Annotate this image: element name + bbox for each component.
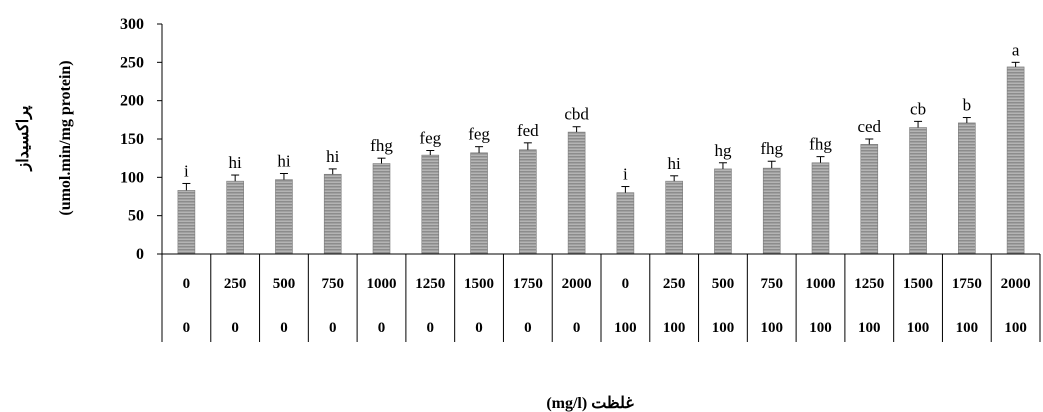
category-label-row1: 250 [663,276,686,292]
category-label-row2: 0 [524,320,532,336]
significance-letter: hi [277,152,291,171]
significance-letter: b [963,96,972,115]
bar [811,162,830,255]
category-label-row2: 0 [280,320,288,336]
category-label-row2: 100 [956,320,979,336]
y-tick-label: 100 [120,169,144,186]
bar [519,149,537,255]
significance-letter: hi [326,147,340,166]
significance-letter: fhg [760,139,783,158]
category-label-row1: 250 [224,276,247,292]
category-label-row2: 100 [663,320,686,336]
category-label-row1: 1000 [367,276,397,292]
category-label-row1: 1500 [464,276,494,292]
category-label-row1: 750 [760,276,783,292]
category-label-row1: 1000 [806,276,836,292]
bar [762,167,781,255]
significance-letter: cb [910,99,926,118]
category-label-row1: 1750 [952,276,982,292]
bar [372,163,391,255]
category-label-row1: 2000 [1001,276,1031,292]
category-label-row2: 0 [573,320,581,336]
significance-letter: i [184,161,189,180]
category-label-row2: 0 [231,320,239,336]
bars: i hi hi hi fhg feg feg fed cbd i hi hg fhg fhg ced cb b a [177,40,1025,255]
category-label-row1: 0 [622,276,630,292]
bar [470,152,488,255]
bar [323,173,342,255]
category-label-row2: 0 [378,320,386,336]
bar [567,131,586,255]
category-label-row2: 100 [809,320,832,336]
category-label-row2: 100 [907,320,930,336]
category-label-row2: 100 [712,320,735,336]
category-label-row1: 500 [712,276,735,292]
bar [909,127,927,255]
significance-letter: fhg [809,135,832,154]
y-axis-label-persian: پراکسیداز [15,105,33,172]
bar [1006,66,1025,255]
category-label-row1: 1750 [513,276,543,292]
significance-letter: fed [517,121,539,140]
significance-letter: a [1012,40,1020,59]
y-tick-label: 250 [120,54,144,71]
y-axis: 0 50 100 150 200 250 300 [120,16,163,263]
category-label-row2: 0 [427,320,435,336]
bar [177,190,196,255]
category-label-row1: 1250 [415,276,445,292]
bar [226,180,244,255]
significance-letter: hi [668,154,682,173]
category-label-row2: 0 [475,320,483,336]
bar [616,192,635,255]
bar [714,168,732,255]
y-tick-label: 150 [120,131,144,148]
y-axis-label-units: (umol.min/mg protein) [57,60,74,215]
y-tick-label: 50 [128,208,144,225]
bar [275,179,293,255]
category-label-row2: 100 [1004,320,1027,336]
significance-letter: ced [857,117,881,136]
y-tick-label: 0 [136,246,144,263]
category-label-row2: 0 [183,320,191,336]
x-axis-table: 0 0 250 0 500 0 750 0 1000 0 1250 0 1500 0 1750 0 2000 0 0… [161,253,1041,342]
category-label-row1: 750 [321,276,344,292]
y-tick-label: 300 [120,16,144,33]
significance-letter: feg [468,125,490,144]
bar [958,122,976,255]
category-label-row2: 0 [329,320,337,336]
category-label-row1: 1250 [854,276,884,292]
category-label-row2: 100 [858,320,881,336]
category-label-row1: 1500 [903,276,933,292]
category-label-row2: 100 [760,320,783,336]
significance-letter: feg [419,129,441,148]
category-label-row1: 500 [273,276,296,292]
bar [860,144,879,255]
significance-letter: i [623,165,628,184]
significance-letter: fhg [370,136,393,155]
category-label-row2: 100 [614,320,637,336]
category-label-row1: 0 [183,276,191,292]
bar [665,180,683,255]
y-tick-label: 200 [120,93,144,110]
significance-letter: hi [229,153,243,172]
significance-letter: hg [714,141,732,160]
bar [421,154,440,255]
x-axis-label: غلظت (mg/l) [546,395,634,412]
category-label-row1: 2000 [562,276,592,292]
significance-letter: cbd [564,105,589,124]
